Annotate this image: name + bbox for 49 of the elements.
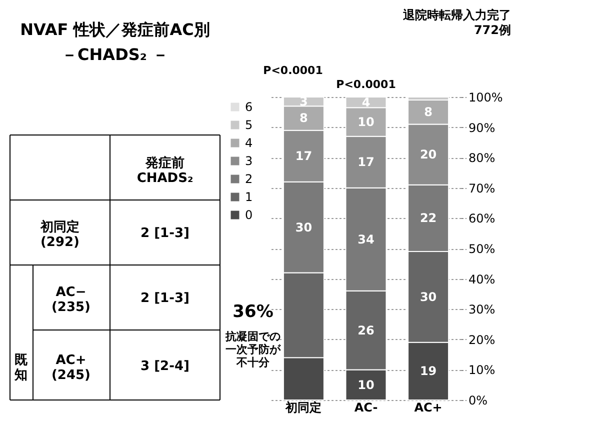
legend-label: 2 bbox=[245, 172, 253, 186]
text: －CHADS₂ － bbox=[62, 45, 168, 64]
text: 発症前 CHADS₂ bbox=[136, 155, 194, 186]
text: AC− (235) bbox=[51, 285, 91, 315]
annotation: 抗凝固での一次予防が不十分 bbox=[224, 330, 282, 369]
data-label: 30 bbox=[420, 290, 437, 304]
data-label: 10 bbox=[358, 114, 374, 129]
y-tick-label: 50% bbox=[468, 242, 496, 256]
legend-label: 3 bbox=[245, 154, 253, 168]
y-tick-label: 80% bbox=[468, 151, 496, 166]
y-tick-label: 40% bbox=[468, 272, 496, 286]
text: AC+ (245) bbox=[51, 353, 91, 383]
text: P<0.0001 bbox=[263, 64, 323, 77]
data-label: 17 bbox=[358, 155, 374, 170]
y-tick-label: 100% bbox=[468, 90, 503, 104]
text: 2 [1-3] bbox=[140, 291, 190, 306]
text: 3 [2-4] bbox=[140, 359, 190, 374]
legend-label: 4 bbox=[245, 136, 253, 150]
y-tick-label: 30% bbox=[468, 302, 496, 317]
data-label: 30 bbox=[295, 220, 312, 234]
data-label: 19 bbox=[420, 364, 437, 378]
y-tick-label: 70% bbox=[468, 181, 496, 196]
y-tick-label: 10% bbox=[468, 363, 496, 378]
text: 既知 bbox=[14, 353, 28, 383]
data-label: 10 bbox=[358, 378, 374, 392]
text: 2 [1-3] bbox=[140, 226, 190, 241]
y-tick-label: 20% bbox=[468, 332, 496, 347]
text: 初同定 (292) bbox=[40, 219, 80, 250]
data-label: 34 bbox=[358, 232, 374, 246]
data-label: 20 bbox=[420, 148, 437, 162]
legend-label: 0 bbox=[245, 208, 253, 222]
annotation: 36% bbox=[232, 302, 274, 322]
data-label: 8 bbox=[300, 111, 308, 126]
chart-title: 退院時転帰入力完了 772例 bbox=[402, 8, 511, 37]
legend-label: 5 bbox=[245, 118, 253, 132]
legend-label: 1 bbox=[245, 190, 253, 204]
legend-label: 6 bbox=[245, 100, 253, 114]
data-label: 22 bbox=[420, 211, 437, 226]
y-tick-label: 60% bbox=[468, 212, 496, 226]
data-label: 26 bbox=[358, 323, 374, 338]
text: NVAF 性状／発症前AC別 bbox=[20, 20, 210, 39]
x-tick-label: 初同定 bbox=[284, 400, 322, 414]
data-label: 17 bbox=[295, 149, 312, 164]
text: P<0.0001 bbox=[336, 78, 396, 91]
x-tick-label: AC+ bbox=[414, 400, 442, 414]
x-tick-label: AC- bbox=[354, 400, 378, 414]
y-tick-label: 0% bbox=[468, 394, 488, 408]
data-label: 8 bbox=[424, 105, 432, 120]
y-tick-label: 90% bbox=[468, 120, 496, 135]
